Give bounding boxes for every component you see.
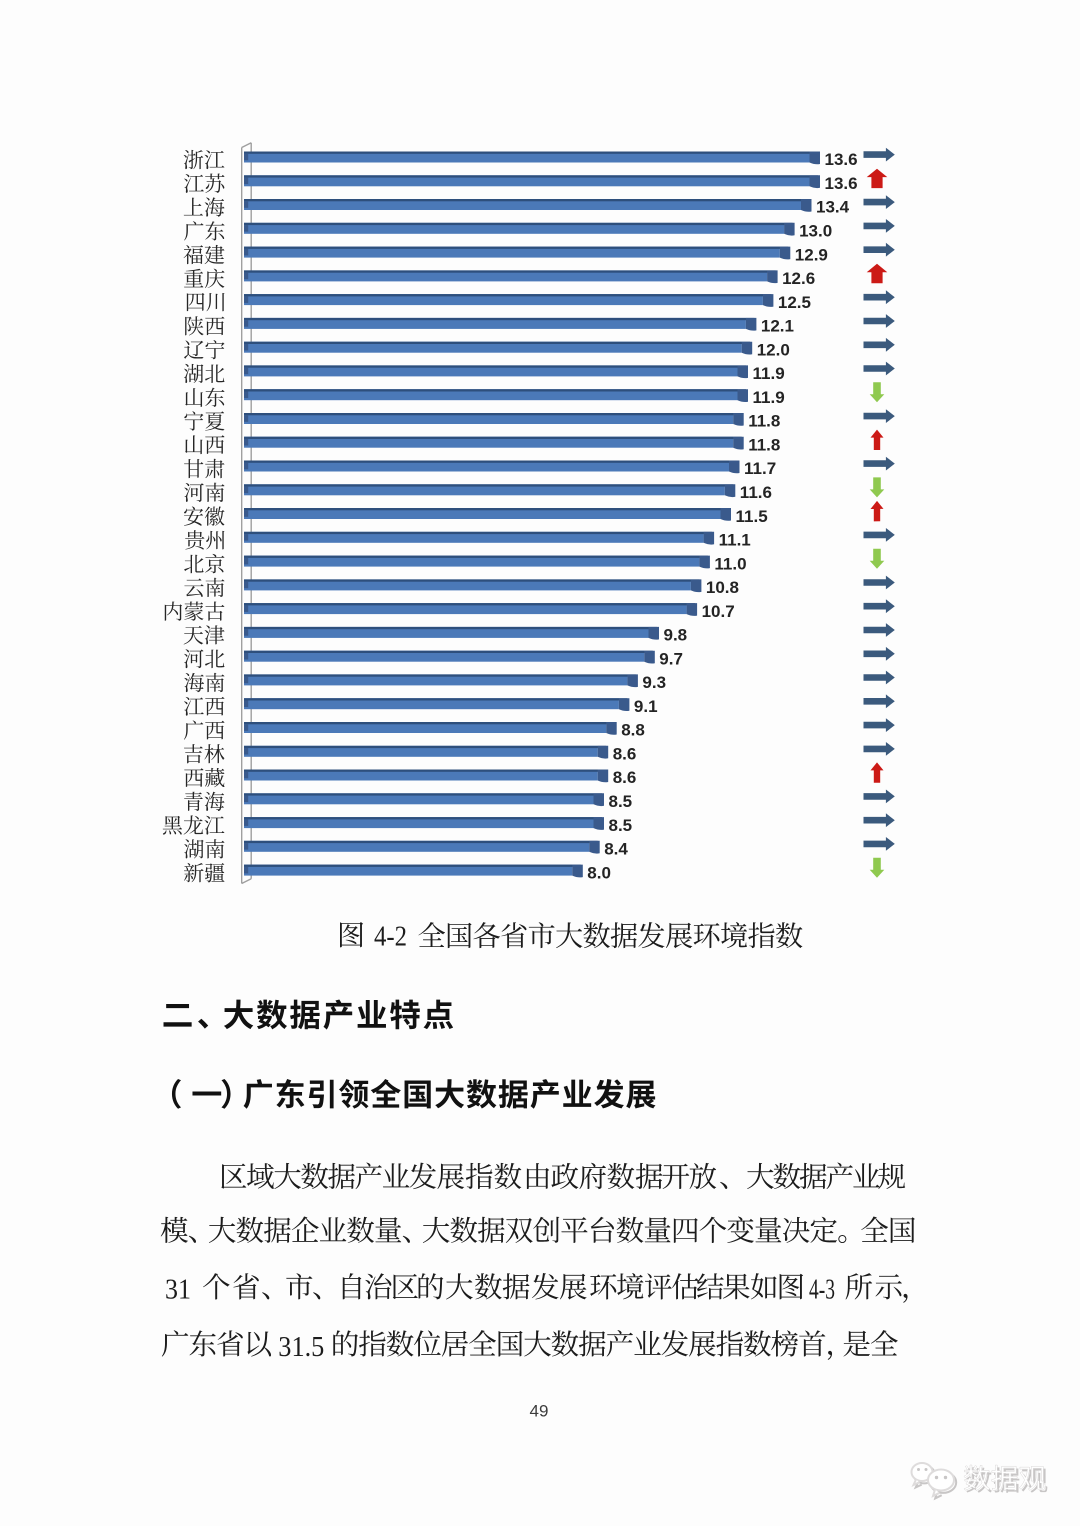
svg-text:8.6: 8.6 [613,768,637,787]
svg-text:11.9: 11.9 [753,388,785,407]
svg-text:13.4: 13.4 [816,198,850,217]
svg-text:8.8: 8.8 [621,721,645,740]
svg-text:8.4: 8.4 [604,840,628,859]
svg-text:4-2: 4-2 [374,922,407,953]
svg-text:11.9: 11.9 [753,364,785,383]
svg-text:10.8: 10.8 [706,578,739,597]
svg-text:12.0: 12.0 [757,340,790,359]
svg-text:9.1: 9.1 [634,697,658,716]
svg-text:8.5: 8.5 [609,816,633,835]
svg-text:12.9: 12.9 [795,245,828,264]
svg-text:13.6: 13.6 [825,150,858,169]
svg-text:11.6: 11.6 [740,483,772,502]
svg-text:8.6: 8.6 [613,745,637,764]
svg-text:13.0: 13.0 [799,222,832,241]
svg-text:12.6: 12.6 [782,269,815,288]
svg-text:9.8: 9.8 [664,626,688,645]
svg-text:10.7: 10.7 [702,602,735,621]
svg-text:11.8: 11.8 [748,435,780,454]
svg-text:11.8: 11.8 [748,412,780,431]
svg-text:31: 31 [165,1275,191,1306]
svg-text:11.5: 11.5 [736,507,768,526]
svg-text:11.0: 11.0 [714,554,746,573]
svg-text:31.5: 31.5 [278,1332,324,1363]
svg-text:12.5: 12.5 [778,293,811,312]
svg-text:9.7: 9.7 [659,649,683,668]
svg-text:49: 49 [530,1402,549,1421]
svg-text:8.5: 8.5 [609,792,633,811]
svg-text:11.1: 11.1 [719,531,751,550]
svg-text:11.7: 11.7 [744,459,776,478]
svg-text:13.6: 13.6 [825,174,858,193]
svg-text:8.0: 8.0 [587,863,611,882]
svg-text:4-3: 4-3 [809,1275,835,1306]
svg-text:9.3: 9.3 [642,673,666,692]
svg-text:12.1: 12.1 [761,317,794,336]
